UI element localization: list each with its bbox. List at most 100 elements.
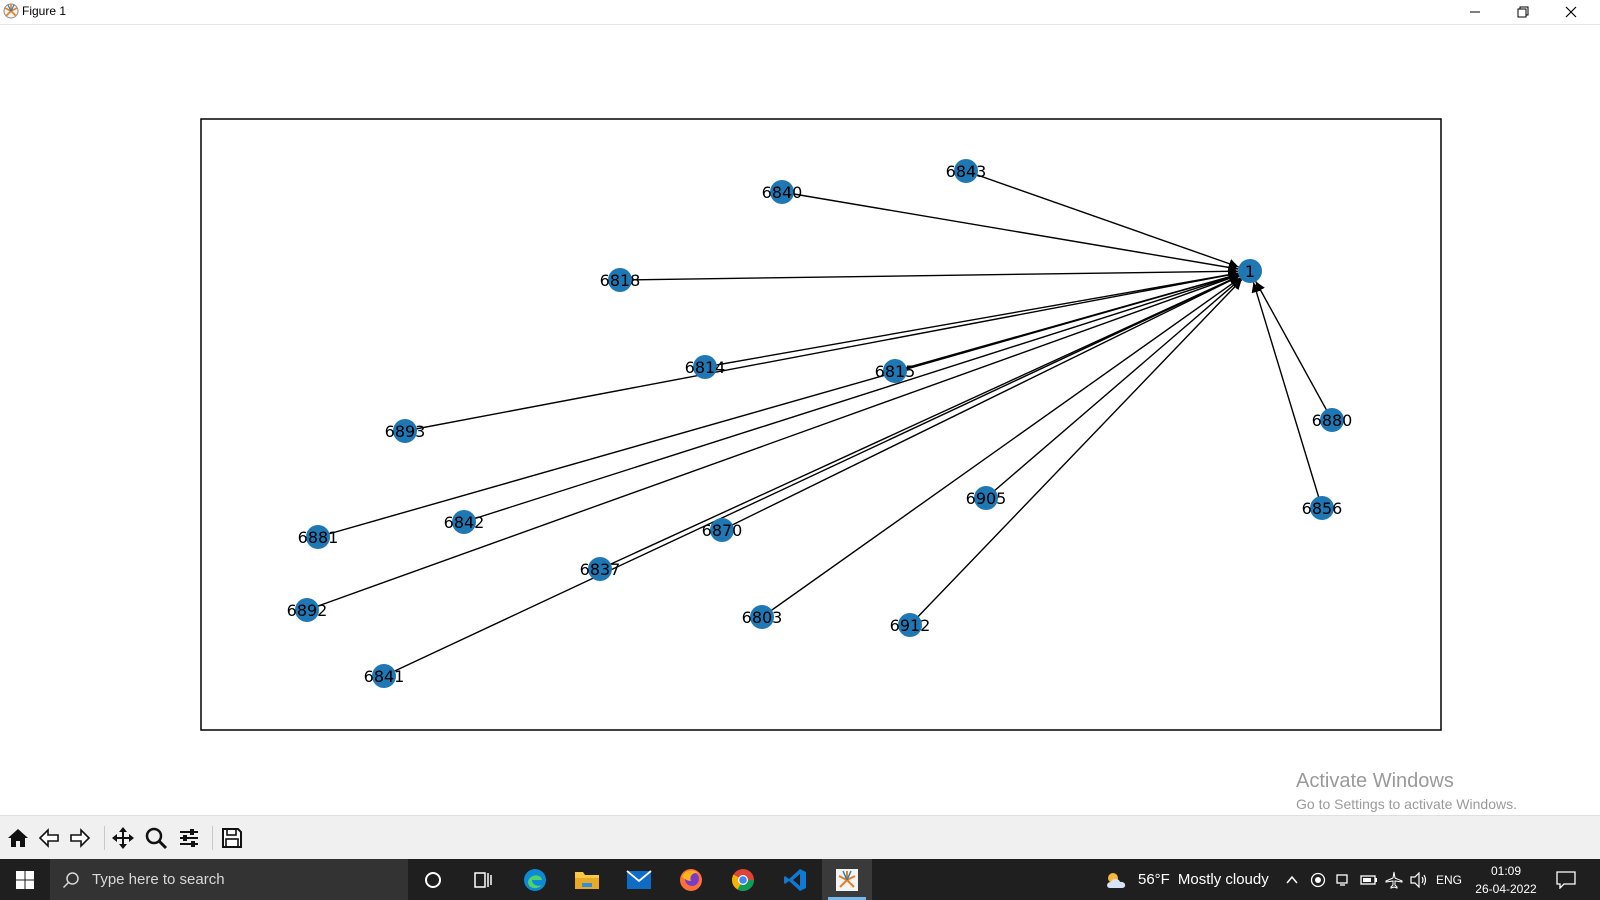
graph-node-6893	[393, 419, 417, 443]
graph-node-label-6803: 6803	[742, 608, 783, 627]
edge-icon	[524, 868, 546, 891]
task-view-icon	[474, 871, 492, 888]
meet-now-icon	[1336, 873, 1348, 886]
record-icon	[1310, 872, 1326, 887]
graph-edge-6892-1	[306, 273, 1239, 611]
taskbar-app-edge[interactable]	[510, 859, 560, 900]
vscode-icon	[784, 868, 806, 891]
volume-indicator[interactable]	[1410, 859, 1428, 900]
save-icon	[222, 828, 242, 848]
forward-button[interactable]	[66, 824, 94, 852]
graph-node-label-6905: 6905	[966, 489, 1007, 508]
network-graph: 1 6843 6840 6818 6814 6815 6893 6880 6856 6905 688…	[200, 118, 1442, 731]
task-view-button[interactable]	[458, 859, 508, 900]
graph-node-label-6870: 6870	[702, 521, 743, 540]
forward-icon	[70, 828, 91, 848]
chevron-up-icon	[1286, 875, 1298, 883]
graph-edge-6837-1	[599, 275, 1240, 570]
cloudy-weather-icon	[1107, 872, 1126, 888]
cortana-button[interactable]	[408, 859, 458, 900]
battery-indicator[interactable]	[1360, 859, 1378, 900]
show-hidden-icons-button[interactable]	[1285, 859, 1299, 900]
zoom-button[interactable]	[142, 824, 170, 852]
save-button[interactable]	[218, 824, 246, 852]
figure-canvas[interactable]: 1 6843 6840 6818 6814 6815 6893 6880 6856 6905 688…	[0, 25, 1600, 815]
cortana-icon	[425, 871, 441, 888]
mail-icon	[626, 869, 652, 889]
graph-node-label-6892: 6892	[287, 601, 328, 620]
clock-date: 26-04-2022	[1475, 882, 1537, 896]
matplotlib-app-icon	[3, 3, 19, 19]
graph-node-6841	[372, 664, 396, 688]
graph-node-6843	[954, 159, 978, 183]
home-icon	[8, 829, 28, 847]
graph-node-label-6843: 6843	[946, 162, 987, 181]
matplotlib-toolbar	[0, 815, 1600, 860]
taskbar-app-firefox[interactable]	[666, 859, 716, 900]
toolbar-separator	[104, 826, 105, 850]
restore-button[interactable]	[1500, 0, 1546, 24]
search-icon	[62, 871, 79, 888]
graph-node-label-6912: 6912	[890, 616, 931, 635]
home-button[interactable]	[4, 824, 32, 852]
taskbar-app-vscode[interactable]	[770, 859, 820, 900]
graph-edge-6881-1	[317, 272, 1239, 538]
clock-time: 01:09	[1490, 864, 1522, 878]
taskbar-search[interactable]: Type here to search	[50, 859, 408, 900]
language-indicator[interactable]: ENG	[1436, 872, 1463, 887]
graph-node-label-6814: 6814	[685, 358, 726, 377]
weather-widget[interactable]: 56°F Mostly cloudy	[1104, 859, 1269, 900]
graph-node-label-6815: 6815	[875, 362, 916, 381]
close-button[interactable]	[1548, 0, 1594, 24]
windows-logo-icon	[16, 870, 34, 889]
back-icon	[38, 828, 59, 848]
graph-edge-6870-1	[721, 275, 1240, 531]
watermark-subtitle: Go to Settings to activate Windows.	[1296, 796, 1517, 812]
taskbar-app-matplotlib-figure[interactable]	[822, 859, 872, 900]
tray-meet-button[interactable]	[1335, 859, 1351, 900]
volume-icon	[1410, 871, 1427, 888]
taskbar-app-file-explorer[interactable]	[562, 859, 612, 900]
window-title: Figure 1	[22, 4, 67, 18]
pan-icon	[112, 827, 134, 849]
back-button[interactable]	[35, 824, 63, 852]
windows-taskbar: Type here to search	[0, 859, 1600, 900]
graph-node-label-6840: 6840	[762, 183, 803, 202]
axes-frame	[200, 118, 1442, 731]
graph-node-6818	[608, 268, 632, 292]
graph-edge-6842-1	[463, 272, 1239, 523]
graph-edge-6840-1	[781, 191, 1239, 273]
airplane-icon	[1385, 871, 1403, 889]
graph-node-1	[1238, 259, 1262, 283]
system-clock[interactable]: 01:09 26-04-2022	[1466, 862, 1546, 898]
tray-record-button[interactable]	[1310, 859, 1326, 900]
graph-node-6837	[588, 557, 612, 581]
graph-edge-6880-1	[1255, 281, 1333, 421]
graph-edge-6803-1	[761, 277, 1241, 618]
graph-node-6842	[452, 510, 476, 534]
weather-description: Mostly cloudy	[1177, 871, 1269, 888]
minimize-button[interactable]	[1452, 0, 1498, 24]
start-button[interactable]	[0, 859, 50, 900]
taskbar-app-chrome[interactable]	[718, 859, 768, 900]
watermark-title: Activate Windows	[1296, 770, 1454, 792]
graph-node-label-6837: 6837	[580, 560, 621, 579]
graph-node-6803	[750, 605, 774, 629]
graph-node-6814	[693, 355, 717, 379]
airplane-mode-indicator[interactable]	[1385, 859, 1403, 900]
graph-node-6905	[974, 486, 998, 510]
notifications-button[interactable]	[1556, 859, 1576, 900]
restore-icon	[1517, 6, 1529, 18]
graph-edge-6841-1	[383, 275, 1240, 677]
graph-node-label-6880: 6880	[1312, 411, 1353, 430]
configure-subplots-button[interactable]	[175, 824, 203, 852]
battery-icon	[1360, 874, 1377, 885]
taskbar-app-mail[interactable]	[614, 859, 664, 900]
graph-node-label-6856: 6856	[1302, 499, 1343, 518]
graph-node-6892	[295, 598, 319, 622]
search-placeholder: Type here to search	[92, 871, 225, 888]
pan-button[interactable]	[109, 824, 137, 852]
firefox-icon	[680, 868, 702, 891]
graph-edge-6912-1	[909, 279, 1243, 626]
chrome-icon	[732, 868, 754, 891]
